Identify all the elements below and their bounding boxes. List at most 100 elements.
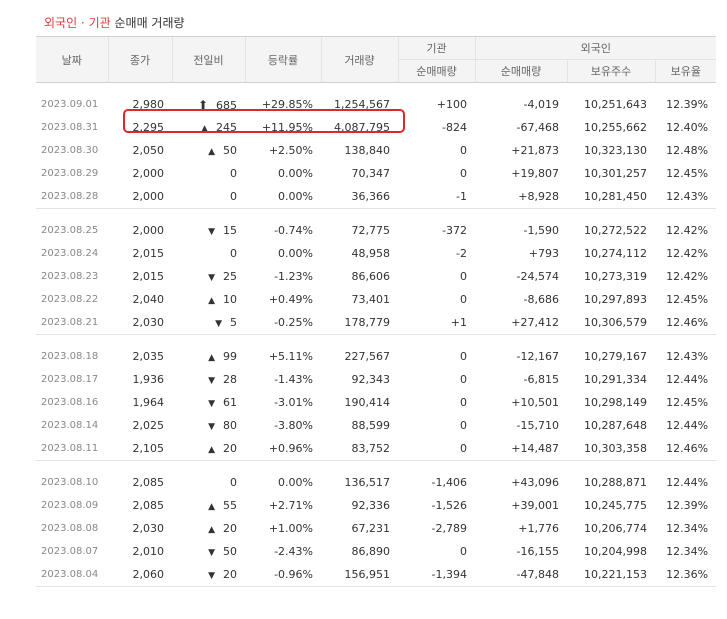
date-cell: 2023.08.21 bbox=[41, 317, 99, 328]
close-cell: 2,980 bbox=[132, 98, 165, 111]
change-value: 5 bbox=[230, 316, 237, 329]
holdings-cell: 10,287,648 bbox=[584, 419, 647, 432]
inst-net-cell: -824 bbox=[442, 121, 467, 134]
date-cell: 2023.08.16 bbox=[41, 397, 99, 408]
change-cell: ▼ 20 bbox=[172, 563, 245, 587]
table-row: 2023.08.16 1,964 ▼ 61 -3.01% 190,414 0 +10,501 1… bbox=[36, 391, 716, 414]
rate-cell: +0.49% bbox=[268, 293, 313, 306]
inst-net-cell: 0 bbox=[460, 419, 467, 432]
down-triangle-icon: ▼ bbox=[208, 273, 215, 283]
volume-cell: 83,752 bbox=[351, 442, 391, 455]
holdings-cell: 10,255,662 bbox=[584, 121, 647, 134]
upper-limit-arrow-icon: ⬆ bbox=[197, 97, 208, 112]
down-triangle-icon: ▼ bbox=[208, 399, 215, 409]
close-cell: 2,105 bbox=[132, 442, 165, 455]
holdings-cell: 10,297,893 bbox=[584, 293, 647, 306]
change-value: 20 bbox=[223, 568, 237, 581]
holdings-cell: 10,301,257 bbox=[584, 167, 647, 180]
rate-cell: +2.50% bbox=[268, 144, 313, 157]
table-row: 2023.08.08 2,030 ▲ 20 +1.00% 67,231 -2,789 +1,7… bbox=[36, 517, 716, 540]
rate-cell: +11.95% bbox=[261, 121, 313, 134]
change-value: 25 bbox=[223, 270, 237, 283]
change-cell: 0 bbox=[172, 471, 245, 494]
rate-cell: 0.00% bbox=[278, 167, 313, 180]
inst-net-cell: -1,526 bbox=[431, 499, 467, 512]
volume-cell: 86,890 bbox=[351, 545, 391, 558]
ratio-cell: 12.44% bbox=[666, 373, 709, 386]
volume-cell: 138,840 bbox=[344, 144, 391, 157]
rate-cell: -0.96% bbox=[274, 568, 313, 581]
close-cell: 2,015 bbox=[132, 247, 165, 260]
change-cell: ▲ 20 bbox=[172, 437, 245, 461]
change-value: 245 bbox=[216, 121, 237, 134]
change-value: 0 bbox=[230, 167, 237, 180]
section-title-investors: 외국인 · 기관 bbox=[44, 16, 111, 30]
foreign-net-cell: +8,928 bbox=[518, 190, 559, 203]
date-cell: 2023.08.31 bbox=[41, 122, 99, 133]
rate-cell: +5.11% bbox=[268, 350, 313, 363]
foreign-net-cell: -67,468 bbox=[516, 121, 559, 134]
date-cell: 2023.08.30 bbox=[41, 145, 99, 156]
holdings-cell: 10,251,643 bbox=[584, 98, 647, 111]
change-cell: ⬆ 685 bbox=[172, 93, 245, 116]
change-cell: 0 bbox=[172, 162, 245, 185]
holdings-cell: 10,291,334 bbox=[584, 373, 647, 386]
table-row: 2023.08.18 2,035 ▲ 99 +5.11% 227,567 0 -12,167 1… bbox=[36, 345, 716, 368]
change-cell: ▼ 25 bbox=[172, 265, 245, 288]
inst-net-cell: -1,394 bbox=[431, 568, 467, 581]
rate-cell: -0.25% bbox=[274, 316, 313, 329]
table-body: 2023.09.01 2,980 ⬆ 685 +29.85% 1,254,567 +100-… bbox=[36, 83, 717, 597]
volume-cell: 227,567 bbox=[344, 350, 391, 363]
rate-cell: -3.01% bbox=[274, 396, 313, 409]
table-row: 2023.08.29 2,000 0 0.00% 70,347 0 +19,807 10,30… bbox=[36, 162, 716, 185]
volume-cell: 86,606 bbox=[351, 270, 391, 283]
change-value: 50 bbox=[223, 144, 237, 157]
change-value: 685 bbox=[216, 98, 237, 112]
ratio-cell: 12.42% bbox=[666, 247, 709, 260]
table-row: 2023.08.28 2,000 0 0.00% 36,366 -1 +8,928 10,28… bbox=[36, 185, 716, 209]
volume-cell: 67,231 bbox=[351, 522, 391, 535]
ratio-cell: 12.40% bbox=[666, 121, 709, 134]
foreign-net-cell: -8,686 bbox=[523, 293, 559, 306]
holdings-cell: 10,323,130 bbox=[584, 144, 647, 157]
table-row: 2023.08.10 2,085 0 0.00% 136,517 -1,406 +43,09… bbox=[36, 471, 716, 494]
table-row: 2023.08.25 2,000 ▼ 15 -0.74% 72,775 -372 -1,590… bbox=[36, 219, 716, 242]
foreign-net-cell: +39,001 bbox=[511, 499, 559, 512]
date-cell: 2023.08.10 bbox=[41, 477, 99, 488]
down-triangle-icon: ▼ bbox=[208, 227, 215, 237]
up-triangle-icon: ▲ bbox=[208, 147, 215, 157]
foreign-net-cell: -12,167 bbox=[516, 350, 559, 363]
ratio-cell: 12.39% bbox=[666, 499, 709, 512]
change-value: 61 bbox=[223, 396, 237, 409]
holdings-cell: 10,281,450 bbox=[584, 190, 647, 203]
holdings-cell: 10,245,775 bbox=[584, 499, 647, 512]
date-cell: 2023.08.25 bbox=[41, 225, 99, 236]
rate-cell: 0.00% bbox=[278, 476, 313, 489]
header-date: 날짜 bbox=[36, 36, 108, 83]
change-value: 55 bbox=[223, 499, 237, 512]
section-title: 외국인 · 기관 순매매 거래량 bbox=[44, 14, 185, 31]
table-row: 2023.08.17 1,936 ▼ 28 -1.43% 92,343 0 -6,815 10,… bbox=[36, 368, 716, 391]
rate-cell: +0.96% bbox=[268, 442, 313, 455]
foreign-net-cell: -6,815 bbox=[523, 373, 559, 386]
date-cell: 2023.08.24 bbox=[41, 248, 99, 259]
table-row: 2023.08.14 2,025 ▼ 80 -3.80% 88,599 0 -15,710 10… bbox=[36, 414, 716, 437]
inst-net-cell: 0 bbox=[460, 350, 467, 363]
foreign-net-cell: -1,590 bbox=[523, 224, 559, 237]
rate-cell: +29.85% bbox=[261, 98, 313, 111]
date-cell: 2023.08.23 bbox=[41, 271, 99, 282]
change-cell: ▲ 20 bbox=[172, 517, 245, 540]
up-triangle-icon: ▲ bbox=[208, 445, 215, 455]
header-foreign-net: 순매매량 bbox=[474, 59, 567, 83]
ratio-cell: 12.42% bbox=[666, 224, 709, 237]
date-cell: 2023.08.09 bbox=[41, 500, 99, 511]
header-foreign: 외국인 bbox=[474, 36, 717, 60]
close-cell: 2,010 bbox=[132, 545, 165, 558]
inst-net-cell: -1,406 bbox=[431, 476, 467, 489]
change-value: 20 bbox=[223, 522, 237, 535]
change-value: 99 bbox=[223, 350, 237, 363]
close-cell: 2,015 bbox=[132, 270, 165, 283]
holdings-cell: 10,298,149 bbox=[584, 396, 647, 409]
volume-cell: 190,414 bbox=[344, 396, 391, 409]
rate-cell: +2.71% bbox=[268, 499, 313, 512]
